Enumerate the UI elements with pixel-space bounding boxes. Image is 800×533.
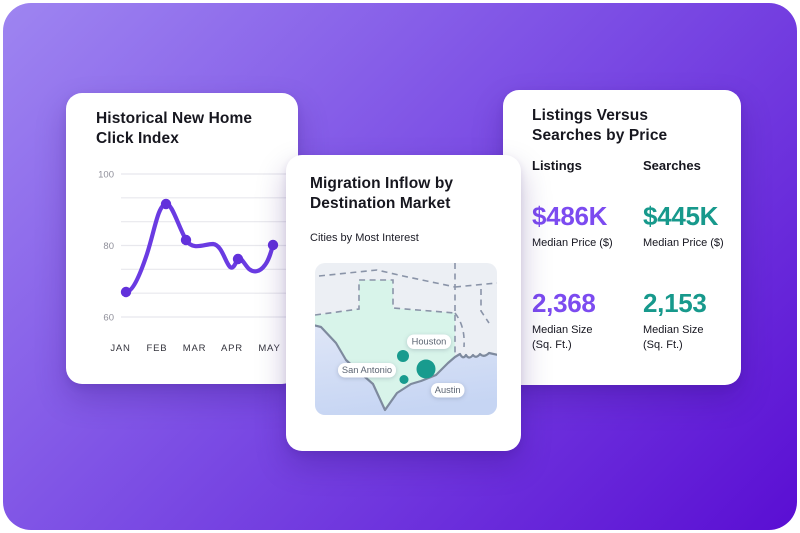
searches-column-header: Searches <box>643 158 701 173</box>
searches-median-size-value: 2,153 <box>643 287 707 318</box>
listings-median-size-label-line2: (Sq. Ft.) <box>532 338 572 351</box>
searches-median-size-label-line1: Median Size <box>643 323 704 336</box>
click-index-title-line1: Historical New Home <box>96 110 253 127</box>
searches-column: Searches $445K Median Price ($) 2,153 Me… <box>643 158 741 353</box>
listings-median-price-value: $486K <box>532 201 608 231</box>
city-label-pills: Houston San Antonio Austin <box>338 334 465 398</box>
data-point-may <box>267 239 279 251</box>
purple-gradient-panel: Historical New Home Click Index 100 80 6… <box>3 3 797 530</box>
y-axis-labels: 100 80 60 <box>98 170 114 324</box>
san-antonio-label-pill <box>338 363 396 378</box>
y-tick-80: 80 <box>103 241 114 252</box>
listings-column-header: Listings <box>532 158 582 173</box>
austin-label: Austin <box>435 385 461 395</box>
city-dot-small-lower <box>399 375 409 384</box>
searches-median-price-value: $445K <box>643 201 719 231</box>
listings-median-price-label: Median Price ($) <box>532 237 613 249</box>
click-index-title-line2: Click Index <box>96 130 179 148</box>
y-tick-60: 60 <box>103 313 114 324</box>
houston-label-pill <box>407 334 451 349</box>
texas-map-svg: Houston San Antonio Austin <box>315 263 497 415</box>
houston-label: Houston <box>412 337 447 347</box>
x-tick-feb: FEB <box>147 343 168 354</box>
listings-median-size-label: Median Size (Sq. Ft.) <box>532 323 630 353</box>
x-axis-labels: JAN FEB MAR APR MAY <box>110 343 280 354</box>
listings-title-line1: Listings Versus <box>532 107 649 124</box>
data-point-apr <box>232 253 244 265</box>
migration-title-line1: Migration Inflow by <box>310 175 454 192</box>
migration-card: Migration Inflow by Destination Market C… <box>286 155 521 451</box>
region-texas <box>315 280 455 410</box>
searches-median-price-label: Median Price ($) <box>643 237 724 249</box>
listings-title-line2: Searches by Price <box>532 127 668 145</box>
line-series <box>123 201 276 295</box>
city-dots <box>397 350 436 384</box>
listings-vs-searches-card: Listings Versus Searches by Price Listin… <box>503 90 741 385</box>
x-tick-jan: JAN <box>110 343 130 354</box>
state-borders-dashed <box>315 263 497 357</box>
migration-title-line2: Destination Market <box>310 195 451 213</box>
listings-title: Listings Versus Searches by Price <box>532 106 667 147</box>
x-tick-may: MAY <box>258 343 280 354</box>
stats-columns: Listings $486K Median Price ($) 2,368 Me… <box>532 158 741 353</box>
austin-label-pill <box>431 383 465 398</box>
city-dot-large <box>416 359 436 379</box>
coastline <box>315 324 497 412</box>
migration-subtitle: Cities by Most Interest <box>310 232 419 244</box>
listings-column: Listings $486K Median Price ($) 2,368 Me… <box>532 158 630 353</box>
click-index-title: Historical New Home Click Index <box>96 109 252 150</box>
searches-median-size-label: Median Size (Sq. Ft.) <box>643 323 741 353</box>
listings-median-size-value: 2,368 <box>532 287 596 318</box>
click-index-card: Historical New Home Click Index 100 80 6… <box>66 93 298 384</box>
data-point-mar <box>180 234 192 246</box>
data-point-jan <box>120 286 132 298</box>
migration-title: Migration Inflow by Destination Market <box>310 174 453 215</box>
chart-gridlines <box>121 173 286 318</box>
texas-map: Houston San Antonio Austin <box>315 263 497 415</box>
y-tick-100: 100 <box>98 170 114 181</box>
data-point-feb <box>160 198 172 210</box>
data-points <box>120 198 279 298</box>
line-chart: 100 80 60 JAN FEB MAR APR MAY <box>98 170 286 354</box>
x-tick-mar: MAR <box>183 343 207 354</box>
x-tick-apr: APR <box>221 343 243 354</box>
city-dot-small-upper <box>397 350 409 362</box>
searches-median-size-label-line2: (Sq. Ft.) <box>643 338 683 351</box>
listings-median-size-label-line1: Median Size <box>532 323 593 336</box>
san-antonio-label: San Antonio <box>342 365 392 375</box>
